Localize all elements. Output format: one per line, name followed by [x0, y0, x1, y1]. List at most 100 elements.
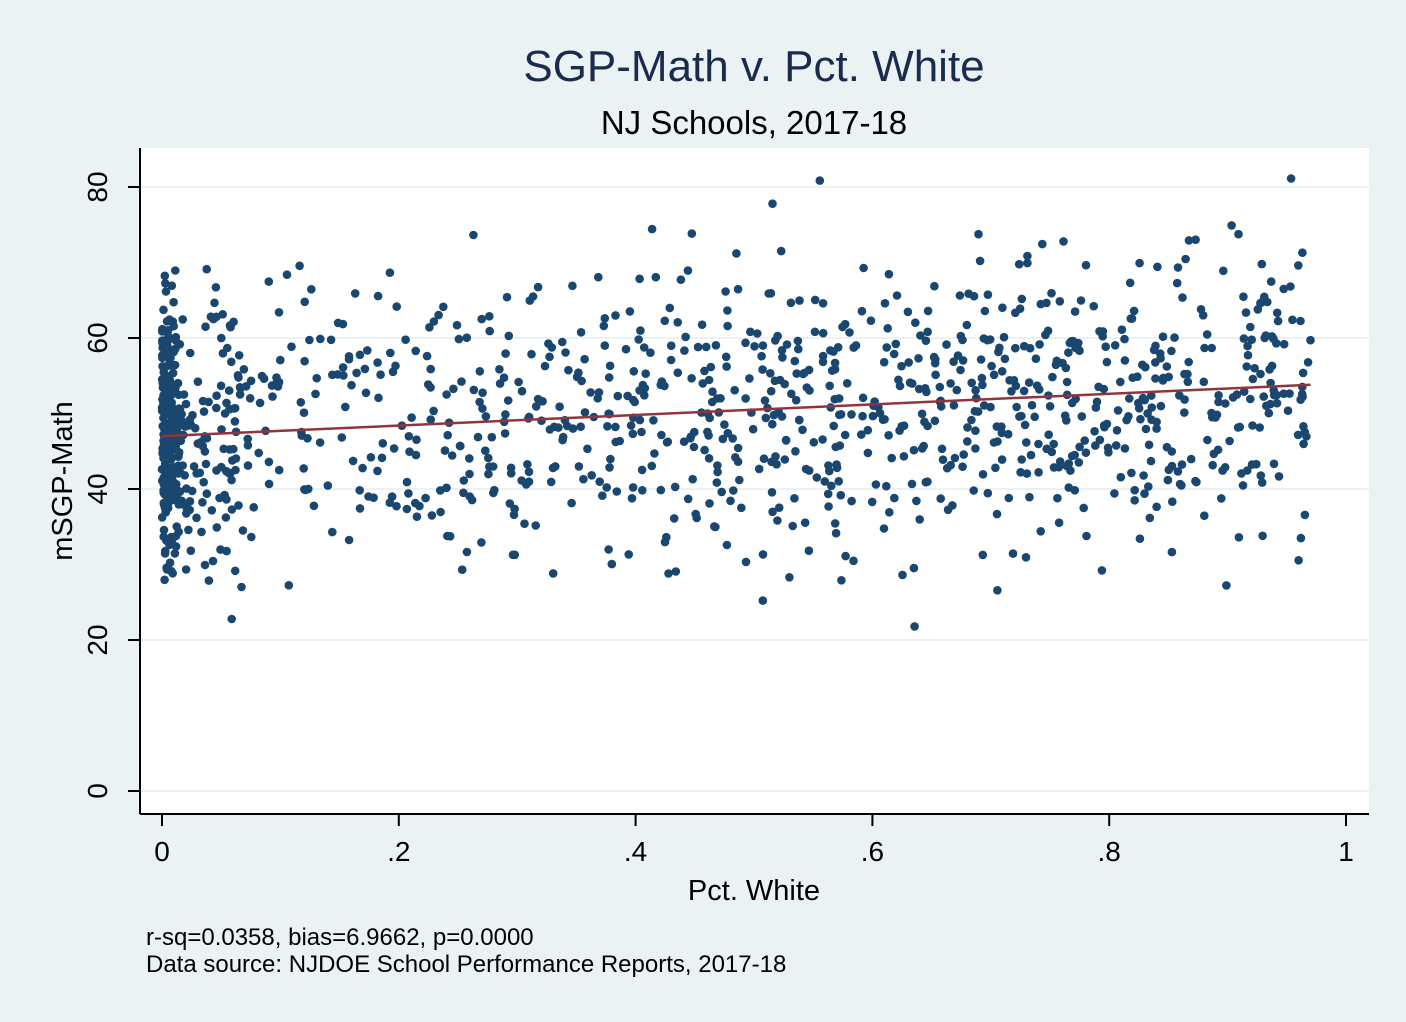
scatter-point — [1256, 369, 1265, 379]
scatter-point — [1158, 376, 1168, 385]
scatter-point — [750, 342, 759, 351]
scatter-point — [971, 444, 980, 453]
scatter-point — [1238, 481, 1248, 490]
scatter-point — [757, 351, 766, 361]
scatter-point — [161, 279, 170, 288]
scatter-point — [527, 349, 536, 359]
scatter-point — [1141, 424, 1151, 434]
scatter-point — [1036, 527, 1045, 536]
scatter-point — [818, 357, 828, 367]
scatter-point — [1021, 553, 1031, 562]
scatter-point — [657, 430, 666, 440]
scatter-point — [666, 355, 676, 365]
scatter-point — [611, 422, 620, 432]
scatter-point — [373, 358, 382, 367]
scatter-point — [1248, 421, 1257, 430]
scatter-point — [478, 404, 487, 413]
scatter-point — [429, 317, 439, 326]
scatter-point — [688, 474, 697, 484]
scatter-point — [338, 363, 348, 372]
scatter-point — [1247, 335, 1256, 345]
scatter-point — [206, 312, 216, 322]
scatter-point — [1294, 556, 1303, 565]
scatter-point — [683, 494, 693, 504]
scatter-point — [795, 415, 804, 425]
scatter-point — [791, 447, 800, 456]
scatter-point — [1209, 449, 1219, 459]
scatter-point — [1076, 296, 1086, 305]
scatter-point — [1303, 358, 1313, 367]
scatter-point — [781, 436, 791, 445]
scatter-point — [741, 557, 751, 567]
scatter-point — [216, 381, 226, 391]
scatter-point — [849, 556, 858, 566]
scatter-point — [337, 433, 347, 442]
scatter-point — [834, 477, 843, 486]
scatter-point — [656, 485, 666, 495]
scatter-point — [859, 263, 868, 273]
scatter-point — [708, 387, 717, 397]
scatter-point — [193, 377, 203, 387]
scatter-point — [505, 499, 515, 508]
scatter-point — [718, 434, 728, 444]
scatter-point — [328, 527, 337, 537]
scatter-point — [531, 402, 541, 411]
scatter-point — [373, 466, 382, 476]
scatter-point — [930, 358, 940, 368]
scatter-point — [923, 477, 932, 487]
scatter-point — [1219, 266, 1228, 276]
scatter-point — [977, 373, 987, 383]
scatter-point — [1300, 510, 1310, 520]
scatter-point — [845, 328, 854, 337]
scatter-point — [703, 427, 712, 437]
scatter-point — [1104, 448, 1113, 457]
scatter-point — [568, 281, 577, 291]
scatter-point — [1111, 441, 1121, 450]
scatter-point — [305, 335, 314, 345]
scatter-point — [517, 386, 527, 396]
scatter-point — [705, 499, 714, 508]
scatter-point — [1025, 492, 1034, 502]
scatter-point — [1152, 424, 1161, 433]
scatter-point — [1019, 386, 1029, 396]
scatter-point — [199, 477, 208, 487]
scatter-point — [315, 438, 325, 447]
scatter-point — [628, 483, 638, 492]
scatter-point — [1047, 288, 1056, 298]
scatter-point — [936, 402, 946, 411]
scatter-point — [679, 437, 689, 447]
scatter-point — [949, 357, 958, 367]
scatter-point — [882, 343, 891, 352]
scatter-point — [818, 328, 828, 338]
scatter-point — [157, 327, 167, 336]
scatter-point — [792, 369, 801, 378]
scatter-point — [443, 531, 452, 541]
scatter-point — [664, 569, 673, 578]
scatter-point — [701, 342, 711, 352]
scatter-point — [922, 387, 931, 397]
scatter-point — [178, 461, 187, 470]
scatter-point — [920, 417, 929, 427]
scatter-point — [858, 411, 867, 421]
scatter-point — [207, 506, 217, 515]
scatter-point — [1020, 420, 1030, 430]
scatter-point — [824, 502, 833, 511]
scatter-point — [385, 498, 395, 508]
scatter-point — [593, 394, 602, 403]
scatter-point — [972, 393, 981, 403]
scatter-point — [1070, 450, 1079, 460]
scatter-point — [373, 291, 383, 301]
scatter-point — [994, 347, 1003, 357]
scatter-point — [249, 503, 258, 512]
scatter-point — [942, 340, 951, 349]
scatter-point — [992, 422, 1002, 431]
scatter-point — [983, 335, 992, 345]
scatter-point — [447, 451, 457, 460]
scatter-point — [923, 327, 932, 337]
scatter-point — [159, 305, 168, 315]
scatter-point — [827, 481, 836, 491]
scatter-point — [160, 348, 169, 358]
scatter-point — [421, 493, 430, 503]
scatter-point — [943, 505, 953, 515]
scatter-point — [1144, 440, 1154, 450]
